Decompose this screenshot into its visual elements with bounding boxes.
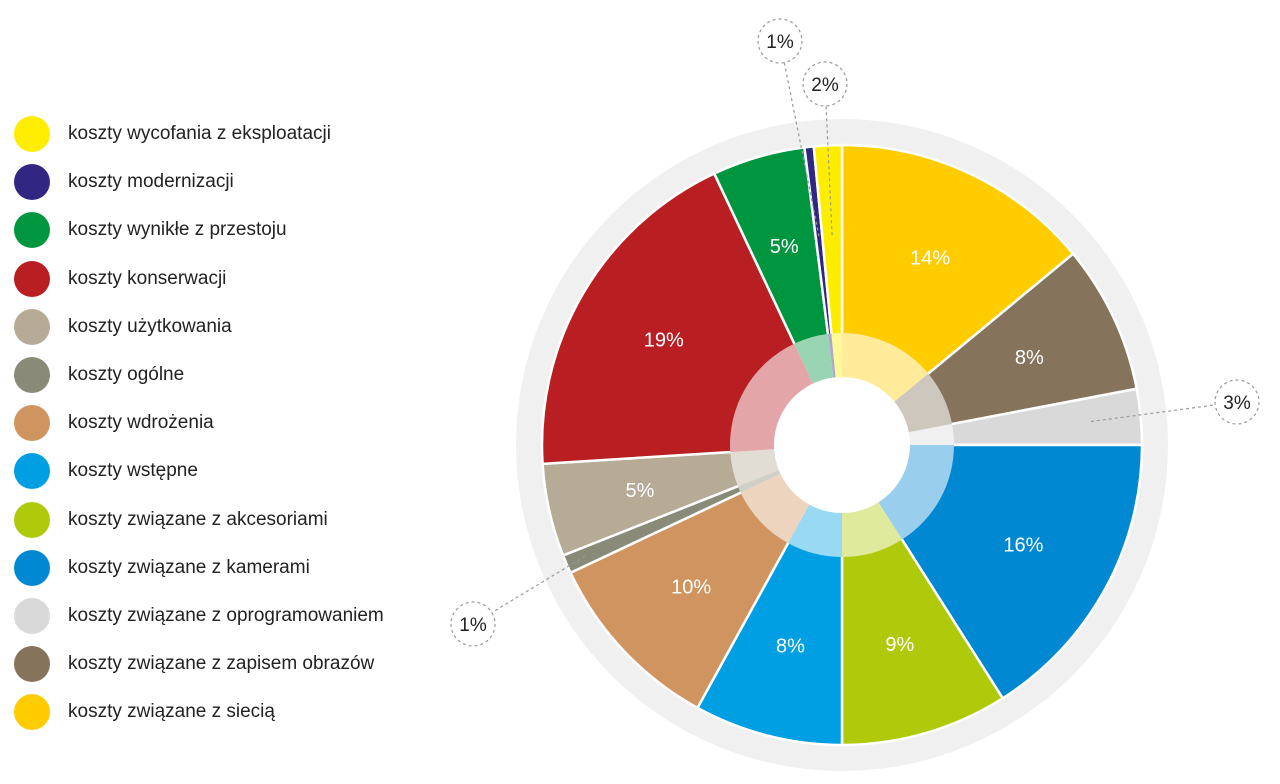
legend-swatch [14,308,50,345]
legend-item: koszty związane z oprogramowaniem [14,592,444,640]
legend-swatch [14,116,50,153]
slice-value-label: 5% [626,480,655,502]
legend-label: koszty użytkowania [68,315,232,337]
slice-value-label: 16% [1003,535,1043,557]
legend-label: koszty modernizacji [68,171,234,193]
legend-label: koszty związane z zapisem obrazów [68,653,375,675]
legend-label: koszty wynikłe z przestoju [68,219,287,241]
callout-circle [802,61,848,107]
callout-value-label: 1% [766,32,794,53]
slice-value-label: 10% [671,577,711,599]
legend-swatch [14,646,50,683]
legend: koszty wycofania z eksploatacji koszty mo… [14,110,444,736]
slice-value-label: 5% [770,236,799,258]
legend-label: koszty związane z akcesoriami [68,508,328,530]
legend-item: koszty związane z siecią [14,688,444,736]
legend-item: koszty związane z zapisem obrazów [14,640,444,688]
legend-item: koszty wstępne [14,447,444,495]
callout-value-label: 3% [1223,393,1251,414]
legend-item: koszty ogólne [14,351,444,399]
legend-swatch [14,549,50,586]
legend-swatch [14,453,50,490]
slice-value-label: 19% [644,330,684,352]
legend-label: koszty ogólne [68,364,185,386]
legend-label: koszty wdrożenia [68,412,214,434]
legend-swatch [14,260,50,297]
pie-hole [774,377,910,513]
legend-item: koszty wycofania z eksploatacji [14,110,444,158]
callout-value-label: 1% [459,615,487,636]
legend-swatch [14,501,50,538]
legend-label: koszty związane z oprogramowaniem [68,604,384,626]
callout-line [824,83,833,236]
legend-swatch [14,405,50,442]
legend-label: koszty związane z kamerami [68,556,310,578]
legend-label: koszty wstępne [68,460,198,482]
callout-value-label: 2% [811,75,839,96]
legend-item: koszty konserwacji [14,255,444,303]
slice-value-label: 14% [910,248,950,270]
legend-swatch [14,597,50,634]
callout-circle [1214,379,1260,425]
legend-item: koszty modernizacji [14,158,444,206]
legend-item: koszty wynikłe z przestoju [14,206,444,254]
legend-label: koszty konserwacji [68,267,227,289]
callout-circle [757,18,803,64]
legend-item: koszty wdrożenia [14,399,444,447]
legend-label: koszty wycofania z eksploatacji [68,123,331,145]
legend-item: koszty związane z akcesoriami [14,496,444,544]
legend-item: koszty użytkowania [14,303,444,351]
callout-line [1090,401,1238,423]
legend-swatch [14,694,50,731]
slice-value-label: 9% [885,634,914,656]
legend-label: koszty związane z siecią [68,701,275,723]
legend-swatch [14,212,50,249]
slice-value-label: 8% [1015,347,1044,369]
legend-swatch [14,164,50,201]
slice-value-label: 8% [776,636,805,658]
legend-swatch [14,357,50,394]
legend-item: koszty związane z kamerami [14,544,444,592]
callout-circle [450,601,496,647]
